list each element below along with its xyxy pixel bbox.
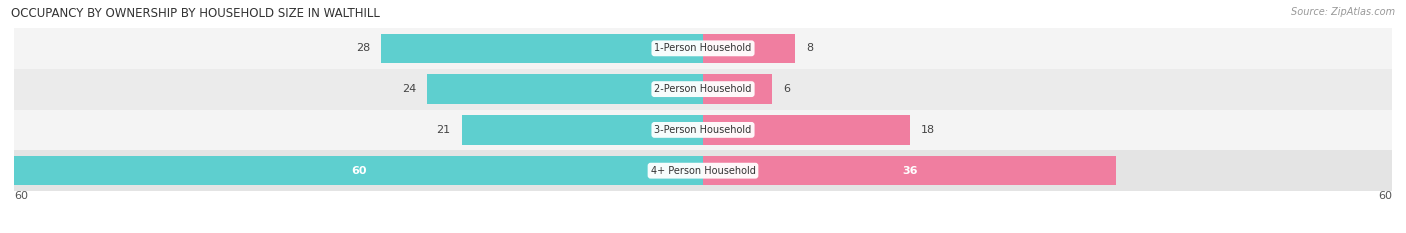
Text: 60: 60 <box>14 191 28 201</box>
Text: 24: 24 <box>402 84 416 94</box>
Text: 21: 21 <box>436 125 450 135</box>
Bar <box>703 75 772 104</box>
Text: 4+ Person Household: 4+ Person Household <box>651 166 755 176</box>
Bar <box>381 34 703 63</box>
Bar <box>14 110 1392 150</box>
Text: 28: 28 <box>356 43 370 53</box>
Text: 1-Person Household: 1-Person Household <box>654 43 752 53</box>
Text: Source: ZipAtlas.com: Source: ZipAtlas.com <box>1291 7 1395 17</box>
Bar <box>461 115 703 144</box>
Text: 6: 6 <box>783 84 790 94</box>
Text: 2-Person Household: 2-Person Household <box>654 84 752 94</box>
Text: 60: 60 <box>350 166 367 176</box>
Text: 3-Person Household: 3-Person Household <box>654 125 752 135</box>
Bar <box>14 150 1392 191</box>
Text: 8: 8 <box>807 43 814 53</box>
Bar <box>14 28 1392 69</box>
Text: 36: 36 <box>901 166 918 176</box>
Bar <box>14 69 1392 110</box>
Text: 60: 60 <box>1378 191 1392 201</box>
Bar <box>703 34 794 63</box>
Bar <box>703 156 1116 185</box>
Bar <box>703 115 910 144</box>
Text: 18: 18 <box>921 125 935 135</box>
Bar <box>14 156 703 185</box>
Bar <box>427 75 703 104</box>
Text: OCCUPANCY BY OWNERSHIP BY HOUSEHOLD SIZE IN WALTHILL: OCCUPANCY BY OWNERSHIP BY HOUSEHOLD SIZE… <box>11 7 380 20</box>
